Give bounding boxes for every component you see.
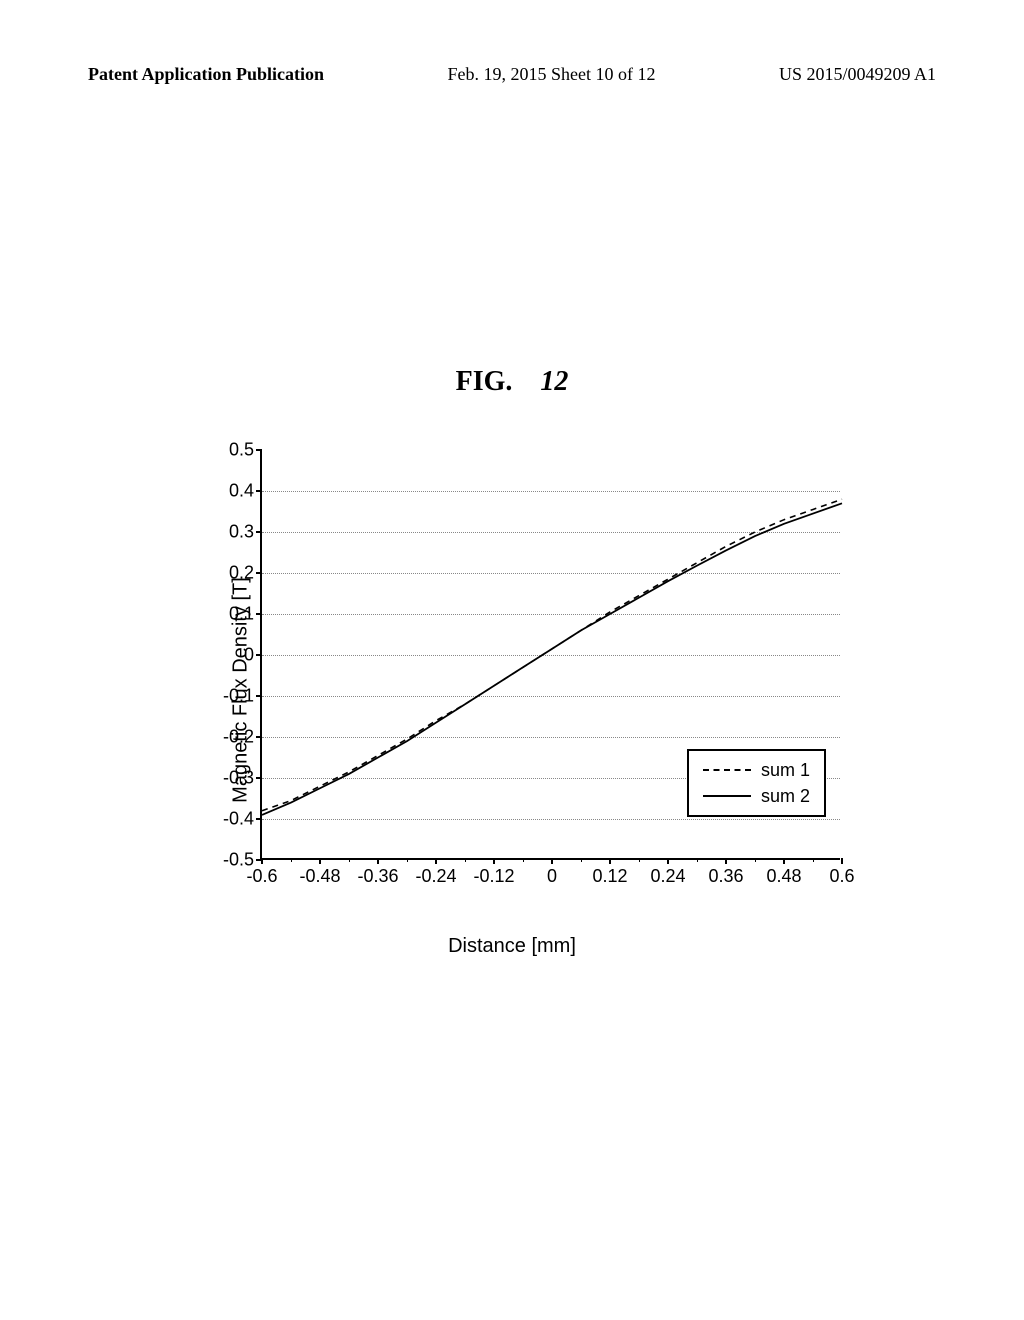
plot-area: -0.5-0.4-0.3-0.2-0.100.10.20.30.40.5-0.6… (260, 450, 840, 860)
x-tick-label: -0.6 (246, 866, 277, 887)
header-center: Feb. 19, 2015 Sheet 10 of 12 (448, 64, 656, 85)
x-tick-label: 0.12 (592, 866, 627, 887)
legend: sum 1 sum 2 (687, 749, 826, 817)
y-tick-label: -0.2 (223, 727, 254, 748)
x-tick-label: -0.12 (473, 866, 514, 887)
x-tick-label: -0.36 (357, 866, 398, 887)
x-tick-label: 0.36 (708, 866, 743, 887)
chart-container: Magnetic Flux Density [T] -0.5-0.4-0.3-0… (150, 440, 874, 940)
y-tick-label: -0.1 (223, 686, 254, 707)
x-tick-label: 0.24 (650, 866, 685, 887)
y-tick-label: 0.4 (229, 481, 254, 502)
legend-label: sum 1 (761, 760, 810, 781)
y-tick-label: 0.1 (229, 604, 254, 625)
x-tick-label: -0.48 (299, 866, 340, 887)
y-tick-label: 0.3 (229, 522, 254, 543)
y-tick-label: -0.3 (223, 768, 254, 789)
y-tick-label: 0 (244, 645, 254, 666)
x-tick-label: -0.24 (415, 866, 456, 887)
legend-item: sum 2 (703, 783, 810, 809)
y-tick-label: 0.5 (229, 440, 254, 461)
header-left: Patent Application Publication (88, 64, 324, 85)
legend-label: sum 2 (761, 786, 810, 807)
page-header: Patent Application Publication Feb. 19, … (0, 64, 1024, 85)
y-tick-label: -0.4 (223, 809, 254, 830)
legend-line-icon (703, 769, 751, 771)
header-right: US 2015/0049209 A1 (779, 64, 936, 85)
y-tick-label: 0.2 (229, 563, 254, 584)
x-tick-label: 0.48 (766, 866, 801, 887)
figure-number: 12 (540, 366, 568, 397)
x-tick-label: 0 (547, 866, 557, 887)
legend-item: sum 1 (703, 757, 810, 783)
x-tick-label: 0.6 (829, 866, 854, 887)
figure-label-prefix: FIG. (456, 366, 513, 397)
legend-line-icon (703, 795, 751, 797)
figure-title: FIG. 12 (0, 366, 1024, 398)
x-axis-label: Distance [mm] (150, 935, 874, 958)
